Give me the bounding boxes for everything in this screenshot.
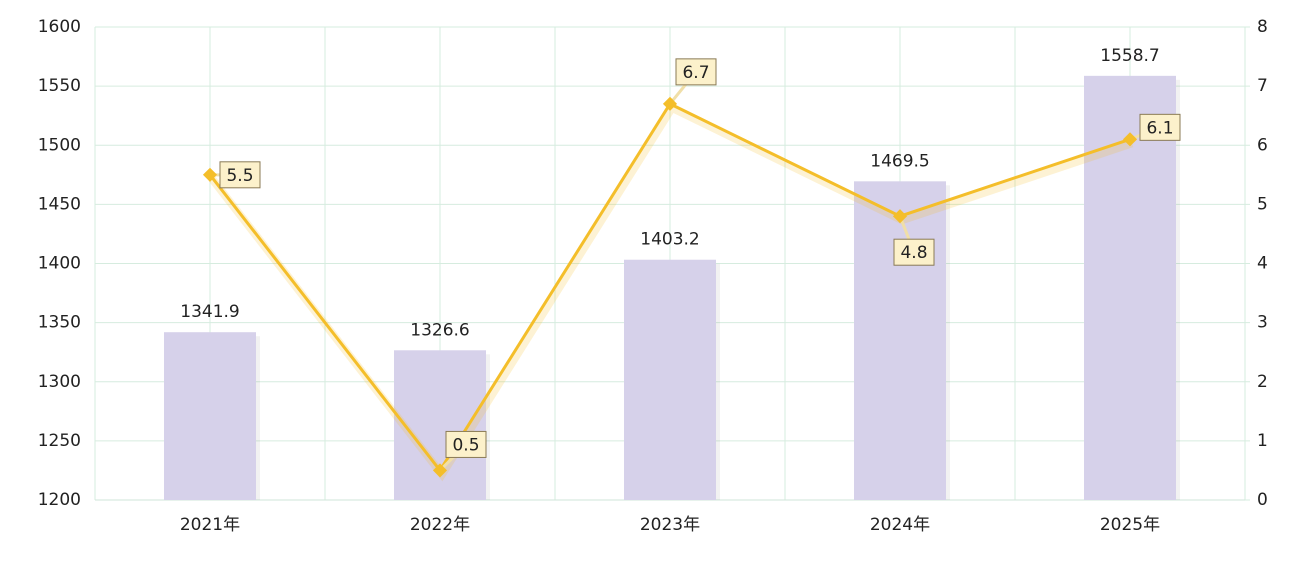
y-tick-label: 1550 — [38, 76, 81, 96]
bar-label: 1469.5 — [870, 151, 929, 171]
y2-tick-label: 0 — [1257, 490, 1268, 510]
bar-label: 1558.7 — [1100, 46, 1159, 66]
x-tick-label: 2025年 — [1100, 515, 1160, 535]
y-tick-label: 1450 — [38, 194, 81, 214]
point — [432, 463, 448, 478]
y2-tick-label: 7 — [1257, 76, 1268, 96]
y-tick-label: 1500 — [38, 135, 81, 155]
point — [662, 96, 678, 111]
y-tick-label: 1300 — [38, 372, 81, 392]
y-tick-label: 1350 — [38, 313, 81, 333]
point-label-box — [445, 430, 487, 458]
point-label-box — [219, 161, 261, 189]
point-label-box — [1139, 113, 1181, 141]
y-tick-label: 1600 — [38, 17, 81, 37]
y2-tick-label: 5 — [1257, 194, 1268, 214]
y-tick-label: 1200 — [38, 490, 81, 510]
y-tick-label: 1250 — [38, 431, 81, 451]
y2-tick-label: 3 — [1257, 313, 1268, 333]
bar — [624, 259, 716, 500]
point-label: 0.5 — [452, 435, 479, 455]
y-tick-label: 1400 — [38, 254, 81, 274]
point-label-box — [675, 58, 717, 86]
point — [1122, 132, 1138, 147]
bar — [164, 332, 256, 500]
point — [202, 167, 218, 182]
point-label: 4.8 — [900, 243, 927, 263]
bar-label: 1341.9 — [180, 302, 239, 322]
bar — [1084, 75, 1176, 500]
x-tick-label: 2022年 — [410, 515, 470, 535]
y2-tick-label: 2 — [1257, 372, 1268, 392]
point-label: 6.1 — [1146, 118, 1173, 138]
y2-tick-label: 6 — [1257, 135, 1268, 155]
point-label: 5.5 — [226, 166, 253, 186]
point-label-box — [893, 238, 935, 266]
bar-label: 1326.6 — [410, 320, 469, 340]
point-label: 6.7 — [682, 63, 709, 83]
point — [892, 209, 908, 224]
y2-tick-label: 8 — [1257, 17, 1268, 37]
y2-tick-label: 1 — [1257, 431, 1268, 451]
x-tick-label: 2021年 — [180, 515, 240, 535]
x-tick-label: 2024年 — [870, 515, 930, 535]
y2-tick-label: 4 — [1257, 254, 1268, 274]
x-tick-label: 2023年 — [640, 515, 700, 535]
bar — [854, 181, 946, 500]
bar-label: 1403.2 — [640, 230, 699, 250]
